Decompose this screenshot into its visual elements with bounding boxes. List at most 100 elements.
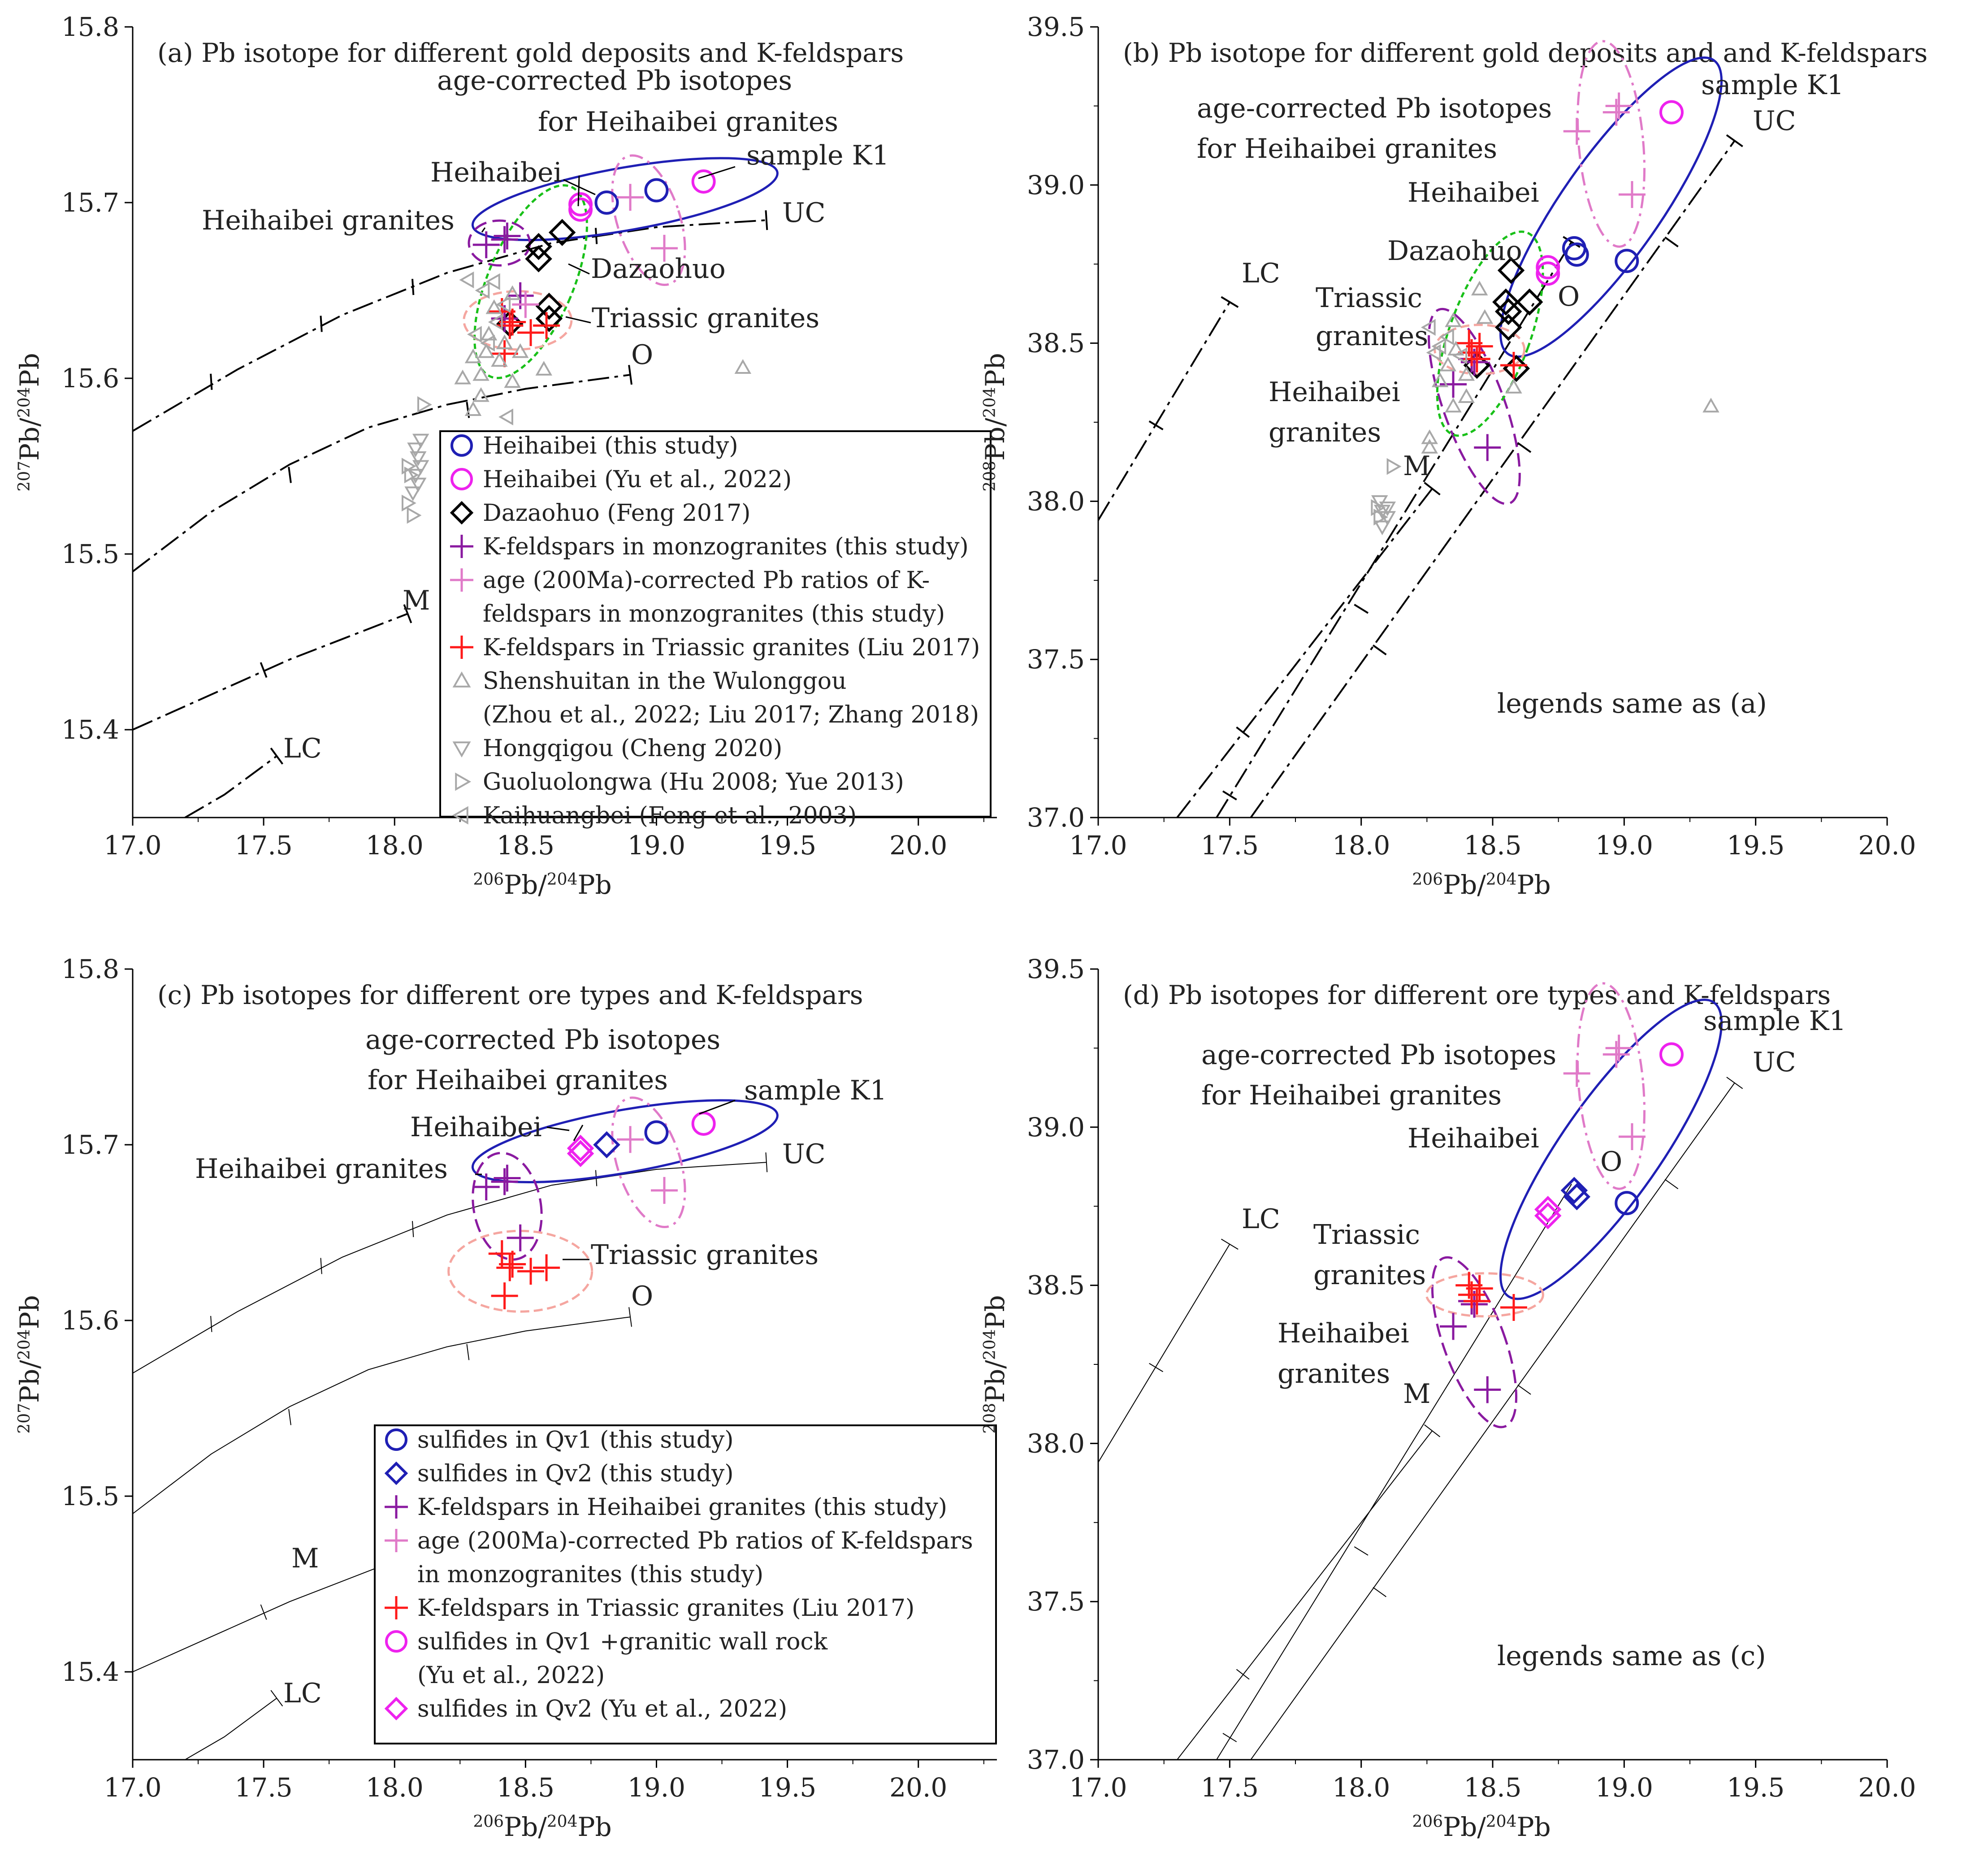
data-point-cross xyxy=(488,1240,515,1268)
data-points xyxy=(1440,1034,1684,1403)
legend-marker xyxy=(452,806,468,825)
y-tick-label: 37.5 xyxy=(1027,1586,1085,1617)
curve-tick xyxy=(1354,1546,1369,1556)
x-tick-label: 19.5 xyxy=(1727,830,1784,861)
legend-marker xyxy=(450,535,473,558)
data-point-triangle-down xyxy=(412,433,429,449)
y-tick-label: 15.8 xyxy=(61,954,119,984)
age-corrected-field xyxy=(611,154,686,286)
y-tick-label: 15.6 xyxy=(61,363,119,394)
x-tick-label: 17.5 xyxy=(235,830,293,861)
data-point-triangle-up xyxy=(1445,398,1462,413)
panel-title: (c) Pb isotopes for different ore types … xyxy=(157,980,863,1010)
age-corrected-field xyxy=(611,1096,686,1228)
data-point-triangle-left xyxy=(1452,347,1468,364)
data-point-cross xyxy=(491,1168,518,1195)
curve-end-bar xyxy=(403,604,412,623)
x-tick-label: 17.5 xyxy=(235,1772,293,1803)
annotation-label: O xyxy=(631,1281,653,1312)
annotation-label: age-corrected Pb isotopes xyxy=(437,65,792,96)
data-point-triangle-left xyxy=(1421,319,1436,336)
data-point-cross xyxy=(1563,1060,1590,1087)
data-point-triangle-left xyxy=(1426,344,1441,361)
x-tick-label: 17.0 xyxy=(1069,830,1127,861)
data-point-circle xyxy=(1615,1191,1639,1216)
data-point-triangle-up xyxy=(491,352,508,367)
curve-tick xyxy=(1149,1363,1164,1372)
curve-tick xyxy=(1148,420,1164,431)
annotation-label: Heihaibei xyxy=(1408,1123,1539,1154)
annotation-label: LC xyxy=(283,733,322,764)
data-point-diamond xyxy=(567,1140,594,1167)
x-tick-label: 19.5 xyxy=(1727,1772,1784,1803)
annotation-label: Triassic granites xyxy=(591,1239,819,1271)
legend: Heihaibei (this study) Heihaibei (Yu et a… xyxy=(439,430,992,829)
x-axis-title: 206Pb/204Pb xyxy=(473,870,611,900)
data-point-triangle-right xyxy=(1371,499,1386,516)
y-tick-label: 15.5 xyxy=(61,1481,119,1511)
data-point-diamond xyxy=(1516,288,1543,316)
dazaohuo-field xyxy=(473,184,588,379)
curve-M xyxy=(133,613,408,731)
data-point-triangle-up xyxy=(734,359,752,374)
legend-marker xyxy=(385,1428,407,1451)
legend-label: sulfides in Qv2 (this study) xyxy=(417,1460,734,1487)
curve-end-bar xyxy=(765,210,768,230)
curve-end-bar xyxy=(1221,1238,1239,1250)
heihaibei-granites-field xyxy=(1431,1256,1518,1428)
x-tick-label: 18.5 xyxy=(1464,1772,1521,1803)
x-tick-label: 17.0 xyxy=(104,1772,161,1803)
legend-marker xyxy=(384,1697,408,1721)
data-point-cross xyxy=(472,1173,500,1201)
annotation-label: granites xyxy=(1316,320,1428,352)
annotation-label: sample K1 xyxy=(1703,1005,1846,1037)
legend-marker xyxy=(385,1495,408,1519)
curve-tick xyxy=(1372,644,1387,656)
data-point-cross xyxy=(517,1258,545,1285)
curve-tick xyxy=(210,1316,212,1332)
data-point-triangle-up xyxy=(1476,309,1494,324)
data-point-triangle-up xyxy=(1445,312,1462,327)
annotation-label: LC xyxy=(283,1678,322,1709)
legend-marker xyxy=(452,671,471,688)
data-point-triangle-up xyxy=(496,334,513,350)
annotation-label: O xyxy=(1558,281,1580,312)
age-corrected-field xyxy=(1577,982,1646,1190)
curve-UC xyxy=(1250,1082,1735,1760)
x-axis-title: 206Pb/204Pb xyxy=(1412,1812,1551,1842)
x-tick-label: 20.0 xyxy=(889,1772,947,1803)
x-tick-label: 20.0 xyxy=(1858,1772,1916,1803)
data-point-circle xyxy=(1659,100,1684,125)
curve-tick xyxy=(210,373,213,390)
data-point-triangle-up xyxy=(485,299,503,314)
annotation-label: age-corrected Pb isotopes xyxy=(365,1024,720,1056)
legend-label: age (200Ma)-corrected Pb ratios of K-fel… xyxy=(417,1528,973,1554)
legend: sulfides in Qv1 (this study) sulfides in … xyxy=(374,1424,997,1744)
curve-UC xyxy=(1250,140,1736,818)
annotation-leader xyxy=(546,1126,570,1131)
legend-label: feldspars in monzogranites (this study) xyxy=(483,601,945,628)
data-point-cross xyxy=(617,184,644,211)
data-point-diamond xyxy=(535,293,563,320)
x-tick-label: 19.0 xyxy=(1595,1772,1653,1803)
data-point-diamond xyxy=(1494,298,1522,325)
annotation-label: Dazaohuo xyxy=(1387,235,1522,267)
panel-title: (a) Pb isotope for different gold deposi… xyxy=(157,38,904,68)
y-axis-title: 208Pb/204Pb xyxy=(980,1295,1010,1433)
legend-marker xyxy=(385,1630,407,1653)
curve-end-bar xyxy=(270,1690,283,1707)
y-tick-label: 15.8 xyxy=(61,12,119,42)
curve-end-bar xyxy=(1726,134,1743,147)
data-point-triangle-left xyxy=(459,271,474,289)
curve-end-bar xyxy=(628,365,632,385)
annotation-label: Heihaibei xyxy=(1278,1318,1409,1349)
legend-marker xyxy=(452,741,471,758)
annotation-label: age-corrected Pb isotopes xyxy=(1197,93,1552,124)
data-point-circle xyxy=(1564,242,1589,267)
curve-UC xyxy=(133,1162,767,1374)
legend-label: (Yu et al., 2022) xyxy=(417,1662,605,1689)
data-point-diamond xyxy=(1534,1202,1562,1229)
data-point-triangle-up xyxy=(454,369,471,385)
heihaibei-field xyxy=(1499,999,1723,1300)
panel-title: (d) Pb isotopes for different ore types … xyxy=(1123,980,1831,1010)
